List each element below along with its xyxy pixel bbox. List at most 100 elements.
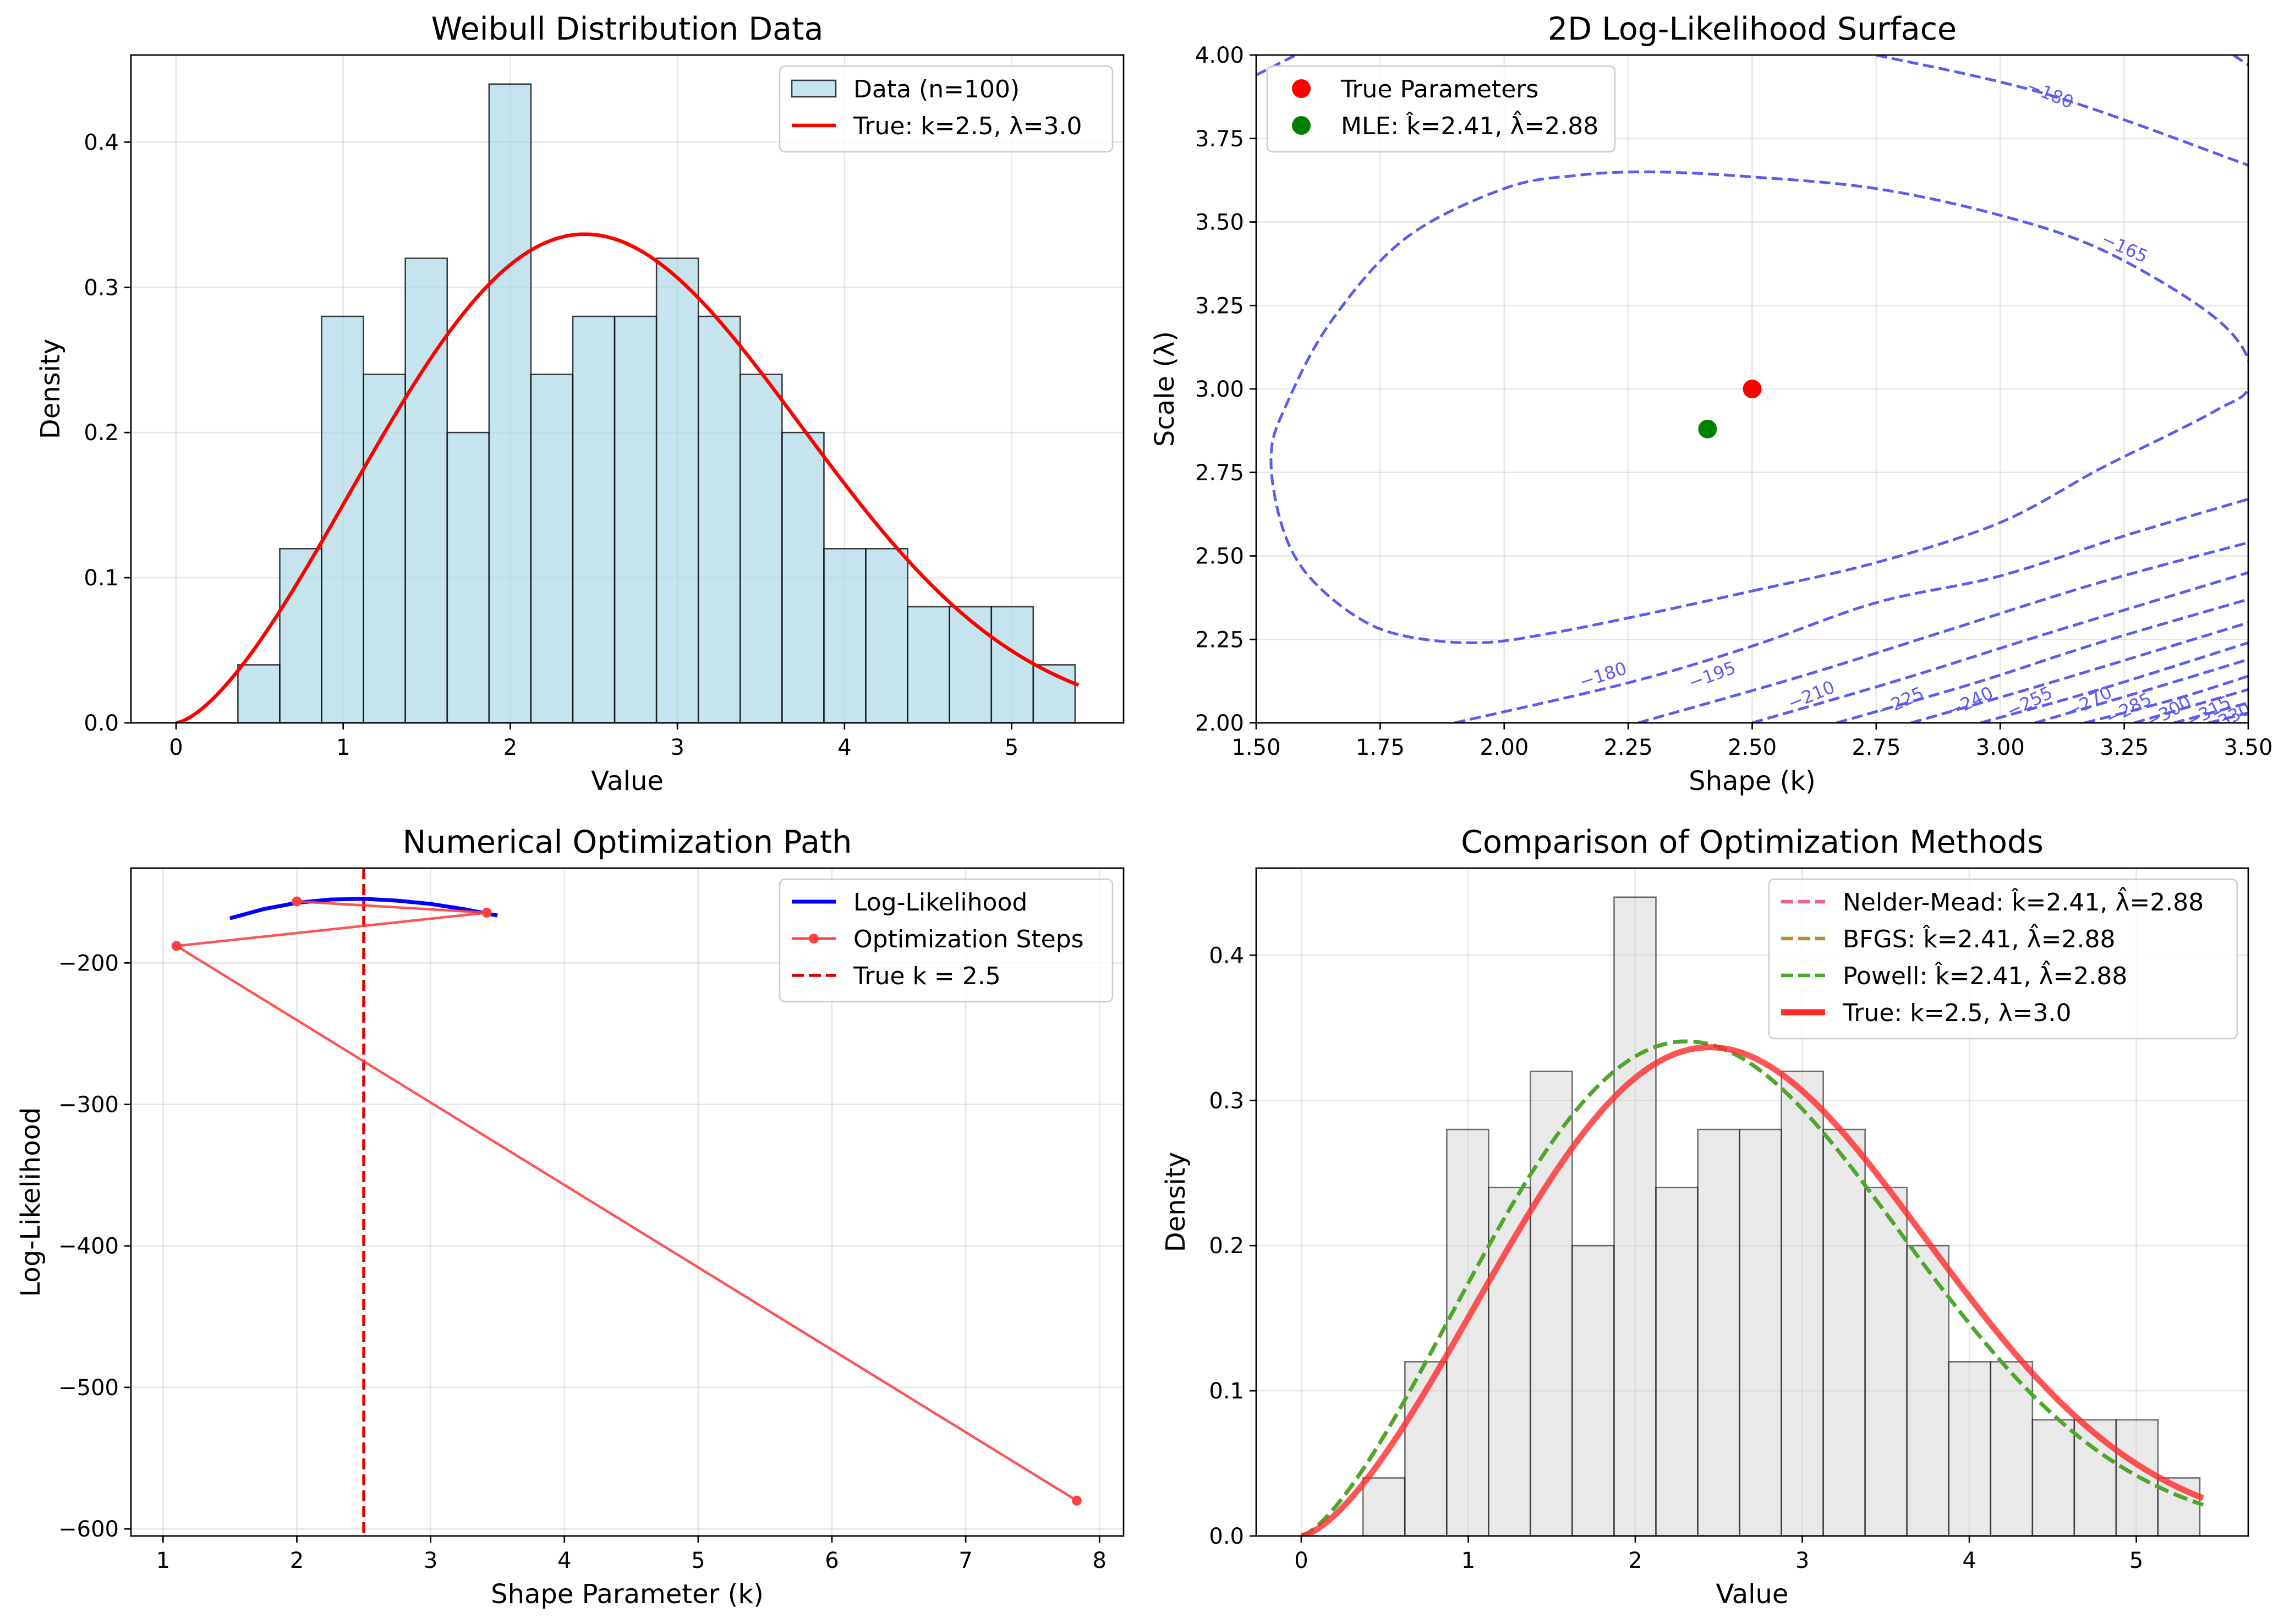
y-tick-label: 0.0 xyxy=(1209,1524,1244,1549)
x-tick-label: 4 xyxy=(837,735,851,760)
histogram-bar xyxy=(1864,1187,1908,1536)
y-axis-label: Density xyxy=(35,339,66,439)
contour-line xyxy=(1876,55,2248,167)
panel-4: 0 1 2 3 4 5 0.0 0.1 0.2 0.3 0.4 Comparison of Optim… xyxy=(1160,824,2249,1610)
legend-swatch-marker xyxy=(809,934,819,943)
histogram-bar xyxy=(781,431,825,723)
curve-3 xyxy=(1300,1039,2204,1536)
x-tick-label: 2 xyxy=(290,1548,304,1573)
legend-label: True: k=2.5, λ=3.0 xyxy=(853,112,1082,140)
y-tick-label: 0.1 xyxy=(84,566,119,591)
legend-swatch xyxy=(1292,116,1311,135)
curve-1 xyxy=(176,232,1080,723)
x-tick-label: 2.50 xyxy=(1728,735,1777,760)
x-axis-label: Value xyxy=(591,766,664,797)
histogram-bar xyxy=(446,431,490,723)
x-tick-label: 2 xyxy=(503,735,517,760)
contour-line xyxy=(1751,571,2248,723)
y-tick-label: 2.25 xyxy=(1195,627,1244,652)
x-tick-label: 5 xyxy=(691,1548,705,1573)
histogram-bar xyxy=(363,374,406,723)
legend-label: Data (n=100) xyxy=(853,75,1020,103)
x-tick-label: 2.00 xyxy=(1480,735,1529,760)
histogram-bar xyxy=(1948,1361,1992,1536)
x-tick-label: 0 xyxy=(169,735,183,760)
contour-line xyxy=(1910,621,2248,723)
histogram-bar xyxy=(1655,1187,1699,1536)
y-tick-label: 2.50 xyxy=(1195,544,1244,569)
chart-title: Numerical Optimization Path xyxy=(403,824,852,860)
chart-title: 2D Log-Likelihood Surface xyxy=(1548,11,1957,47)
contour-line xyxy=(2173,701,2248,723)
legend-swatch xyxy=(791,79,837,98)
legend: True Parameters MLE: k̂=2.41, λ̂=2.88 xyxy=(1266,65,1616,153)
x-tick-label: 7 xyxy=(958,1548,972,1573)
x-tick-label: 1 xyxy=(156,1548,170,1573)
y-tick-label: 0.2 xyxy=(1209,1233,1244,1259)
histogram-bar xyxy=(2073,1419,2117,1536)
histogram-bar xyxy=(1739,1128,1782,1536)
curve-4 xyxy=(1300,1044,2205,1536)
histogram-bar xyxy=(1446,1128,1489,1536)
x-tick-label: 1.50 xyxy=(1231,735,1280,760)
x-tick-label: 1 xyxy=(336,735,350,760)
x-tick-label: 3 xyxy=(1795,1548,1809,1573)
histogram-bar xyxy=(990,606,1034,723)
y-tick-label: 0.2 xyxy=(84,420,119,446)
contour-line xyxy=(2133,688,2248,723)
plot-area xyxy=(176,83,1080,723)
plot-area xyxy=(171,868,1082,1536)
histogram-bar xyxy=(1781,1071,1824,1536)
histogram-bar xyxy=(2031,1419,2075,1536)
legend-label: True Parameters xyxy=(1340,75,1538,103)
histogram-bar xyxy=(1697,1128,1740,1536)
legend-label: True k = 2.5 xyxy=(853,962,1001,990)
contour-line xyxy=(1637,541,2248,723)
x-tick-label: 2.25 xyxy=(1604,735,1653,760)
x-tick-label: 1 xyxy=(1461,1548,1475,1573)
legend-label: True: k=2.5, λ=3.0 xyxy=(1842,999,2071,1027)
y-tick-label: −400 xyxy=(58,1234,119,1259)
panel-3: 1 2 3 4 5 6 7 8 −600 −500 −400 −300 −200 Numerical Op… xyxy=(15,824,1125,1610)
histogram-bar xyxy=(488,83,532,723)
chart-title: Weibull Distribution Data xyxy=(431,11,824,47)
histogram-bar xyxy=(530,374,574,723)
histogram-bar xyxy=(655,257,699,723)
x-tick-label: 3 xyxy=(670,735,684,760)
contour-line xyxy=(2034,658,2248,723)
legend-label: Log-Likelihood xyxy=(853,888,1027,917)
histogram-bar xyxy=(572,315,616,723)
contour-line xyxy=(1256,55,1297,76)
x-axis-label: Shape Parameter (k) xyxy=(491,1579,764,1610)
optimization-step-point xyxy=(1071,1495,1082,1506)
optimization-step-point xyxy=(292,896,302,907)
contour-line xyxy=(2084,674,2248,723)
plot-area xyxy=(1300,896,2205,1536)
legend-swatch xyxy=(1292,79,1311,98)
histogram-bar xyxy=(1362,1477,1406,1536)
legend-label: MLE: k̂=2.41, λ̂=2.88 xyxy=(1341,110,1598,140)
histogram-bar xyxy=(1571,1244,1615,1536)
legend-box xyxy=(1768,878,2238,1040)
contour-line xyxy=(1269,170,2248,644)
legend-label: Powell: k̂=2.41, λ̂=2.88 xyxy=(1843,960,2127,990)
y-tick-label: −200 xyxy=(58,951,119,976)
marker-true-parameters xyxy=(1743,380,1762,398)
histogram-bar xyxy=(865,548,908,723)
series-line-1 xyxy=(229,897,498,920)
y-tick-label: 0.4 xyxy=(1209,943,1244,968)
contour-line xyxy=(1980,641,2248,723)
x-tick-label: 6 xyxy=(825,1548,839,1573)
x-tick-label: 5 xyxy=(1005,735,1018,760)
x-tick-label: 3.25 xyxy=(2100,735,2149,760)
x-tick-label: 3.00 xyxy=(1976,735,2025,760)
legend-box xyxy=(779,65,1114,153)
optimization-step-point xyxy=(171,941,182,951)
legend: Nelder-Mead: k̂=2.41, λ̂=2.88 BFGS: k̂=2.… xyxy=(1768,878,2238,1040)
axes-frame xyxy=(1255,867,2249,1537)
legend: Data (n=100) True: k=2.5, λ=3.0 xyxy=(779,65,1114,153)
panel-1: 0 1 2 3 4 5 0.0 0.1 0.2 0.3 0.4 Weibull Distributio… xyxy=(35,11,1125,797)
x-tick-label: 3 xyxy=(424,1548,437,1573)
y-tick-label: 0.0 xyxy=(84,711,119,736)
contour-line xyxy=(1836,598,2248,723)
